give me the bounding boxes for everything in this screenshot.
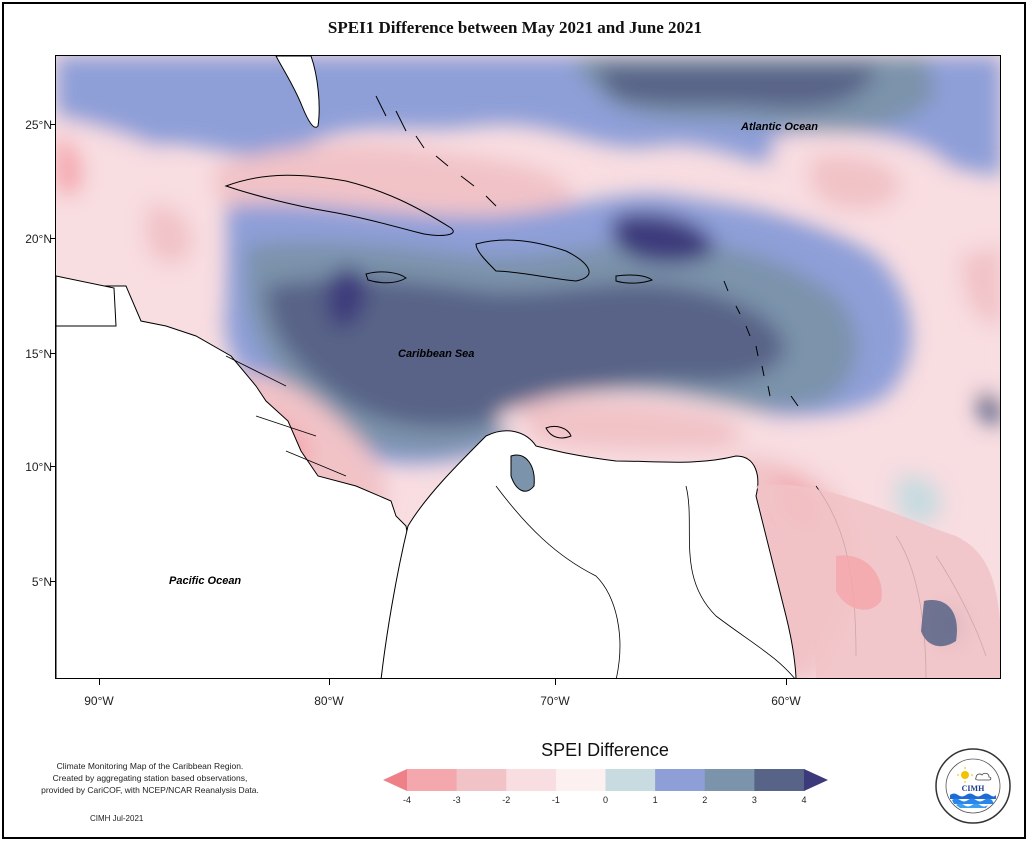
lat-tick [50,238,55,239]
legend-tick-label: 4 [801,795,807,805]
lat-tick [50,353,55,354]
lat-label-25n: 25°N [25,118,52,132]
legend-swatch [754,769,805,791]
bahamas-outline [375,95,497,207]
aruba-curacao-outline [545,425,572,439]
dry-core-gulf-west [56,136,83,196]
lon-tick [786,679,787,685]
land-mexico-west [56,275,117,327]
lat-label-10n: 10°N [25,460,52,474]
legend-tick-label: 0 [602,795,608,805]
legend-tick-label: -1 [551,795,560,805]
dry-core-guiana-shield [836,555,882,610]
dry-core-atlantic [808,154,901,210]
dry-core-yucatan [146,205,192,264]
lon-tick [99,679,100,685]
legend-tick-label: -3 [452,795,461,805]
legend-tick-label: -2 [502,795,511,805]
dry-core-east [961,246,1000,326]
legend-tick-label: 3 [751,795,757,805]
lat-label-5n: 5°N [31,575,52,589]
waves-icon [950,793,996,808]
lesser-antilles-outline [723,280,799,407]
lat-label-20n: 20°N [25,232,52,246]
lon-label-80w: 80°W [314,694,344,708]
legend-swatch [506,769,557,791]
land-florida [275,56,320,128]
map-panel: Atlantic Ocean Caribbean Sea Pacific Oce… [55,55,1001,679]
slight-wet-east [896,475,942,525]
legend-swatch-low-arrow [383,769,407,791]
legend-swatch [655,769,706,791]
border-colombia-venezuela [495,485,621,678]
cuba-outline [224,174,454,236]
credit-text: Climate Monitoring Map of the Caribbean … [20,760,280,796]
legend-tick-label: -4 [402,795,411,805]
credit-line-3: provided by CariCOF, with NCEP/NCAR Rean… [41,785,259,795]
lat-tick [50,466,55,467]
island-outlines [224,95,799,439]
label-pacific-ocean: Pacific Ocean [169,575,242,587]
land-south-america [380,430,797,678]
lat-tick [50,581,55,582]
lake-maracaibo [510,454,535,492]
label-caribbean-sea: Caribbean Sea [398,348,475,360]
legend-tick-label: 1 [652,795,658,805]
lat-tick [50,124,55,125]
lat-label-15n: 15°N [25,347,52,361]
credit-stamp: CIMH Jul-2021 [90,814,144,823]
wet-core-guiana-east [921,600,957,647]
lon-label-90w: 90°W [84,694,114,708]
legend-swatch-high-arrow [804,769,828,791]
legend-tick-label: 2 [702,795,708,805]
extreme-wet-region-north [596,66,876,108]
extreme-wet-region-caribbean [266,278,786,428]
lon-tick [329,679,330,685]
cimh-logo: CIMH [935,748,1011,824]
legend-swatch [605,769,656,791]
sun-icon [961,771,969,779]
jamaica-outline [365,271,407,284]
credit-line-2: Created by aggregating station based obs… [52,773,248,783]
hispaniola-outline [475,239,590,282]
spei-map-canvas [56,56,1000,678]
legend-title: SPEI Difference [541,740,669,760]
lon-tick [555,679,556,685]
logo-text: CIMH [962,784,985,793]
land-masses [56,56,797,678]
max-wet-core-jamaica [326,267,367,329]
puerto-rico-outline [615,274,653,284]
dry-core-south-coast [516,400,742,451]
lon-label-60w: 60°W [771,694,801,708]
legend-swatch [555,769,606,791]
legend-swatch [704,769,755,791]
map-title: SPEI1 Difference between May 2021 and Ju… [327,18,703,37]
legend-swatches [383,769,828,791]
border-venezuela-guyana [685,485,795,678]
legend-swatch [407,769,458,791]
lon-label-70w: 70°W [540,694,570,708]
legend-swatch [456,769,507,791]
sun-rays-icon [957,767,973,783]
central-america-borders [225,355,347,477]
cloud-icon [975,772,992,781]
credit-line-1: Climate Monitoring Map of the Caribbean … [56,761,244,771]
max-wet-core-hispaniola [611,212,716,264]
legend-colorbar [383,769,828,791]
label-atlantic-ocean: Atlantic Ocean [741,121,819,133]
extreme-wet-east-edge [976,392,1000,425]
